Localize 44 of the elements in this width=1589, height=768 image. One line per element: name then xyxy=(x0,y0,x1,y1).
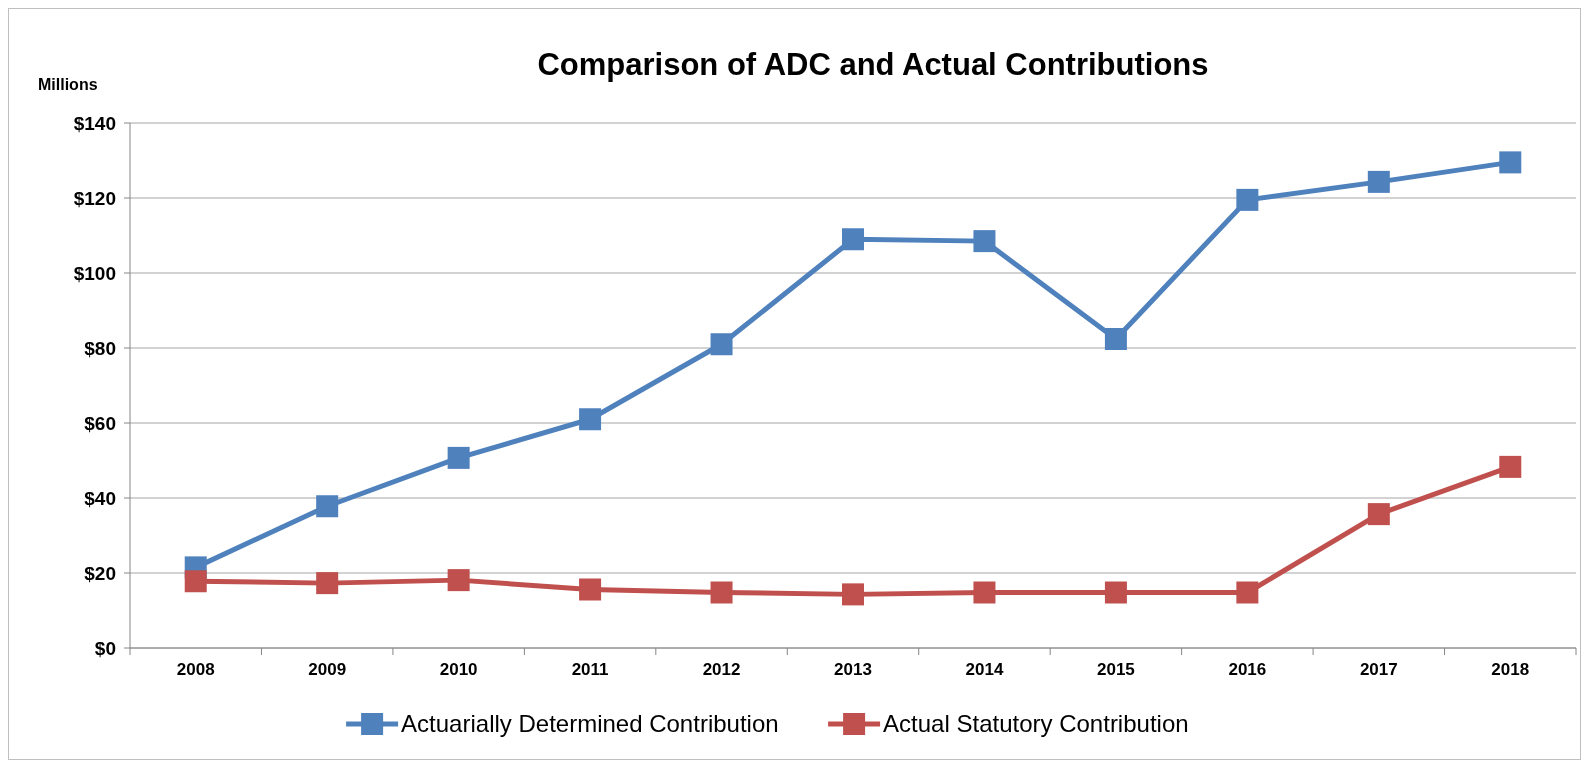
x-tick-label: 2017 xyxy=(1359,660,1398,679)
x-tick-label: 2009 xyxy=(308,660,347,679)
y-axis-title: Millions xyxy=(38,76,98,93)
point xyxy=(1236,188,1259,211)
y-tick-label: $80 xyxy=(84,337,116,359)
point xyxy=(316,495,339,518)
point xyxy=(1104,581,1127,604)
point xyxy=(1367,503,1390,526)
x-tick-label: 2016 xyxy=(1228,660,1267,679)
point xyxy=(579,578,602,601)
x-tick-label: 2013 xyxy=(834,660,872,679)
point xyxy=(447,569,470,592)
point xyxy=(1367,170,1390,193)
x-tick-label: 2008 xyxy=(176,660,215,679)
point xyxy=(1499,151,1522,174)
x-tick-label: 2010 xyxy=(439,660,478,679)
point xyxy=(579,408,602,431)
point xyxy=(973,581,996,604)
y-tick-label: $120 xyxy=(73,187,116,209)
point xyxy=(1236,581,1259,604)
point xyxy=(1104,328,1127,350)
y-tick-label: $60 xyxy=(84,412,116,434)
y-tick-label: $20 xyxy=(84,562,116,584)
point xyxy=(973,230,996,253)
y-tick-label: $140 xyxy=(73,112,116,134)
chart-title: Comparison of ADC and Actual Contributions xyxy=(537,47,1209,82)
point xyxy=(447,446,470,469)
x-tick-label: 2018 xyxy=(1491,660,1530,679)
x-tick-label: 2014 xyxy=(965,660,1004,679)
point xyxy=(710,333,733,356)
point xyxy=(184,570,207,593)
point xyxy=(842,228,864,251)
y-tick-label: $0 xyxy=(94,637,116,659)
point xyxy=(1499,455,1522,478)
legend-label: Actuarially Determined Contribution xyxy=(401,710,779,738)
y-tick-label: $40 xyxy=(84,487,116,509)
point xyxy=(710,581,733,604)
y-tick-label: $100 xyxy=(73,262,116,284)
x-tick-label: 2012 xyxy=(702,660,741,679)
x-tick-label: 2011 xyxy=(571,660,609,679)
point xyxy=(316,572,339,595)
legend-label: Actual Statutory Contribution xyxy=(883,710,1189,738)
point xyxy=(842,583,864,606)
x-tick-label: 2015 xyxy=(1096,660,1135,679)
